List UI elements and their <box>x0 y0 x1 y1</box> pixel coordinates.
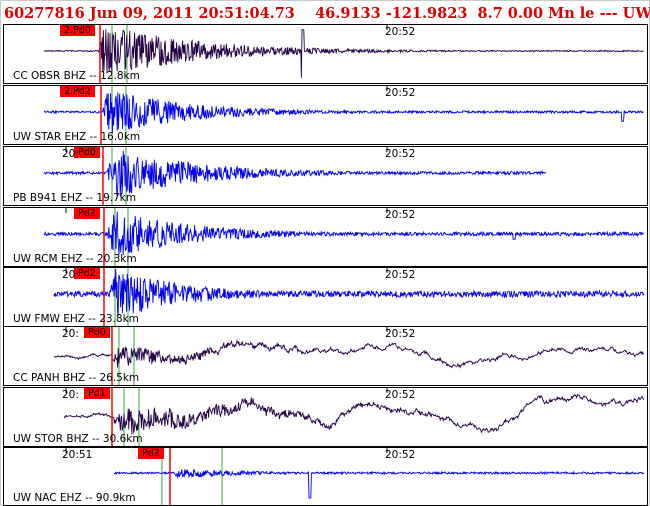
time-label-right: 20:52 <box>385 389 416 401</box>
station-label: UW STAR EHZ -- 16.0km <box>13 131 141 143</box>
time-label-left: 20: <box>62 389 79 401</box>
trace-plot <box>44 147 546 205</box>
trace-panel[interactable]: 2.Pd2 20:52 UW STAR EHZ -- 16.0km <box>3 85 648 145</box>
event-header: 60277816 Jun 09, 2011 20:51:04.73 46.913… <box>4 5 650 22</box>
seismic-waveform <box>43 29 644 78</box>
pick-flag[interactable]: Pd2 <box>74 208 100 219</box>
seismic-waveform <box>113 469 644 499</box>
trace-panel[interactable]: Pd2 20: 20:52 UW FMW EHZ -- 23.8km <box>3 267 648 327</box>
time-label-right: 20:52 <box>385 148 416 160</box>
trace-panel[interactable]: 2.Pd0 20:52 CC OBSR BHZ -- 12.8km <box>3 24 648 84</box>
seismic-waveform <box>43 211 644 256</box>
trace-panel[interactable]: Pd2 20:52 UW RCM EHZ -- 20.3km <box>3 207 648 267</box>
station-label: UW FMW EHZ -- 23.8km <box>13 313 139 325</box>
pick-flag[interactable]: Pd2 <box>74 268 100 279</box>
station-label: UW STOR BHZ -- 30.6km <box>13 433 143 445</box>
pick-flag[interactable]: Pd0 <box>74 147 100 158</box>
time-label-right: 20:52 <box>385 87 416 99</box>
time-label-right: 20:52 <box>385 209 416 221</box>
trace-plot <box>53 268 645 326</box>
trace-plot <box>63 388 645 446</box>
seismic-waveform <box>63 393 645 435</box>
seismic-waveform <box>43 92 644 134</box>
trace-plot <box>43 86 644 144</box>
station-label: PB B941 EHZ -- 19.7km <box>13 192 137 204</box>
seismic-waveform <box>53 339 644 369</box>
time-label-right: 20:52 <box>385 328 416 340</box>
trace-plot <box>43 25 644 83</box>
pick-flag[interactable]: Pd0 <box>84 327 110 338</box>
trace-panel[interactable]: Pd2 20:51 20:52 UW NAC EHZ -- 90.9km <box>3 447 648 506</box>
time-label-left: 20: <box>62 269 79 281</box>
time-label-right: 20:52 <box>385 269 416 281</box>
pick-flag[interactable]: Pd1 <box>84 388 110 399</box>
seismic-waveform <box>53 269 645 316</box>
trace-panel[interactable]: Pd1 20: 20:52 UW STOR BHZ -- 30.6km <box>3 387 648 447</box>
station-label: UW NAC EHZ -- 90.9km <box>13 492 136 504</box>
time-label-left: 20:51 <box>62 449 93 461</box>
trace-panel[interactable]: Pd0 20: 20:52 PB B941 EHZ -- 19.7km <box>3 146 648 206</box>
time-label-right: 20:52 <box>385 449 416 461</box>
trace-plot <box>53 327 644 385</box>
time-label-right: 20:52 <box>385 26 416 38</box>
trace-panel[interactable]: Pd0 20: 20:52 CC PANH BHZ -- 26.5km <box>3 326 648 386</box>
station-label: UW RCM EHZ -- 20.3km <box>13 253 137 265</box>
pick-flag[interactable]: 2.Pd2 <box>60 86 95 97</box>
trace-plot <box>43 208 644 266</box>
time-label-left: 20: <box>62 328 79 340</box>
pick-flag[interactable]: Pd2 <box>138 448 164 459</box>
pick-flag[interactable]: 2.Pd0 <box>60 25 95 36</box>
station-label: CC OBSR BHZ -- 12.8km <box>13 70 140 82</box>
seismic-waveform <box>44 150 546 197</box>
time-label-left: 20: <box>62 148 79 160</box>
station-label: CC PANH BHZ -- 26.5km <box>13 372 140 384</box>
